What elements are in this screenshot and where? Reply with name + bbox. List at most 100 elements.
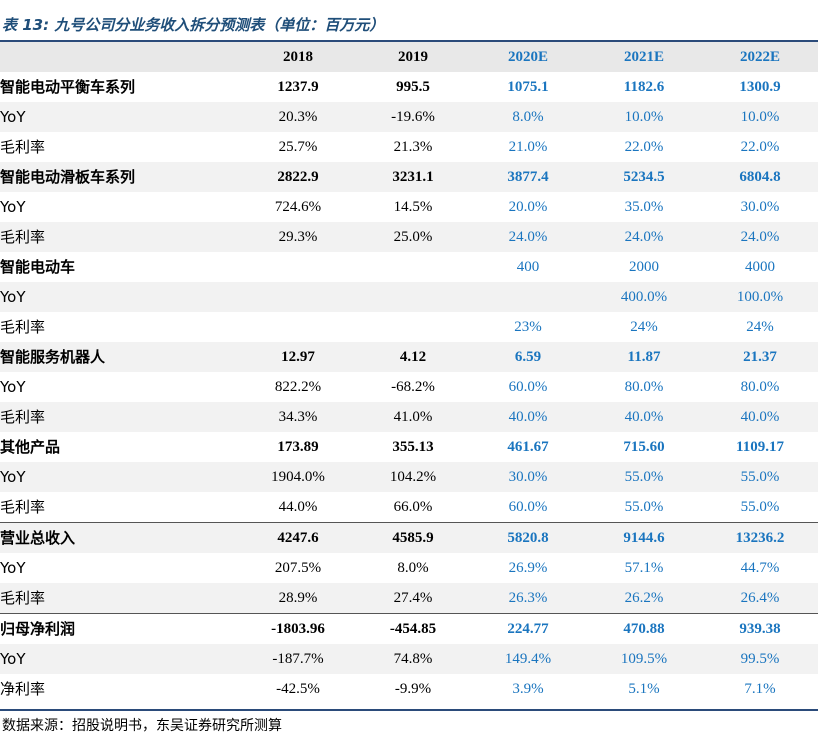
- cell-2019: 8.0%: [397, 560, 429, 576]
- cell-2022e: 24.0%: [702, 222, 818, 252]
- cell-2021e: 22.0%: [624, 139, 664, 155]
- row-label: YoY: [0, 282, 240, 312]
- cell-2019: 21.3%: [393, 139, 433, 155]
- cell-2021e: 40.0%: [586, 402, 702, 432]
- row-label: 智能服务机器人: [0, 342, 240, 372]
- table-row: YoY -187.7% 74.8% 149.4% 109.5% 99.5%: [0, 644, 818, 674]
- cell-2021e: 400.0%: [586, 282, 702, 312]
- cell-2021e: 26.2%: [586, 583, 702, 614]
- cell-2018: 12.97: [240, 342, 356, 372]
- cell-2019: -19.6%: [356, 102, 470, 132]
- cell-2018: 44.0%: [278, 499, 318, 515]
- source-note: 数据来源：招股说明书，东吴证券研究所测算: [2, 718, 282, 734]
- cell-2020e: 60.0%: [508, 379, 548, 395]
- row-label: 营业总收入: [0, 522, 240, 553]
- cell-2021e: 24%: [630, 319, 658, 335]
- cell-2020e: 30.0%: [470, 462, 586, 492]
- header-row: 2018 2019 2020E 2021E 2022E: [0, 42, 818, 72]
- cell-2022e: 26.4%: [702, 583, 818, 614]
- header-year-2020e: 2020E: [470, 42, 586, 72]
- cell-2021e: 2000: [629, 259, 659, 275]
- cell-2022e: 22.0%: [740, 139, 780, 155]
- cell-2021e: 715.60: [623, 439, 665, 455]
- cell-2018: 724.6%: [274, 199, 322, 215]
- cell-2018: 1237.9: [277, 79, 319, 95]
- cell-2022e: 1300.9: [739, 79, 781, 95]
- cell-2018: 25.7%: [278, 139, 318, 155]
- cell-2019: 41.0%: [356, 402, 470, 432]
- table-row: 归母净利润 -1803.96 -454.85 224.77 470.88 939…: [0, 613, 818, 644]
- cell-2021e: 55.0%: [586, 462, 702, 492]
- table-row: 净利率 -42.5% -9.9% 3.9% 5.1% 7.1%: [0, 674, 818, 704]
- table-row: YoY 207.5% 8.0% 26.9% 57.1% 44.7%: [0, 553, 818, 583]
- cell-2018: -187.7%: [240, 644, 356, 674]
- cell-2021e: 5.1%: [628, 681, 660, 697]
- cell-2019: 27.4%: [356, 583, 470, 614]
- cell-2019: 995.5: [396, 79, 430, 95]
- cell-2021e: 80.0%: [624, 379, 664, 395]
- cell-2019: 4585.9: [356, 522, 470, 553]
- cell-2019: [356, 282, 470, 312]
- header-label-cell: [0, 42, 240, 72]
- cell-2019: 66.0%: [393, 499, 433, 515]
- row-label: YoY: [0, 462, 240, 492]
- cell-2019: -9.9%: [394, 681, 432, 697]
- cell-2020e: 26.9%: [508, 560, 548, 576]
- bottom-rule: [0, 709, 818, 711]
- table-title: 表 13: 九号公司分业务收入拆分预测表（单位：百万元）: [2, 16, 385, 34]
- table-row: 毛利率 28.9% 27.4% 26.3% 26.2% 26.4%: [0, 583, 818, 614]
- table-row: 智能服务机器人 12.97 4.12 6.59 11.87 21.37: [0, 342, 818, 372]
- table-row: YoY 822.2% -68.2% 60.0% 80.0% 80.0%: [0, 372, 818, 402]
- cell-2022e: 13236.2: [702, 522, 818, 553]
- cell-2020e: 60.0%: [508, 499, 548, 515]
- header-year-2021e: 2021E: [586, 42, 702, 72]
- cell-2018: 1904.0%: [240, 462, 356, 492]
- cell-2021e: 10.0%: [586, 102, 702, 132]
- table-row: 毛利率 23% 24% 24%: [0, 312, 818, 342]
- row-label: 净利率: [0, 680, 46, 698]
- cell-2019: -454.85: [356, 613, 470, 644]
- row-label: 毛利率: [0, 402, 240, 432]
- table-row: 毛利率 25.7% 21.3% 21.0% 22.0% 22.0%: [0, 132, 818, 162]
- cell-2019: 355.13: [392, 439, 434, 455]
- cell-2022e: 40.0%: [702, 402, 818, 432]
- table-row: YoY 1904.0% 104.2% 30.0% 55.0% 55.0%: [0, 462, 818, 492]
- header-year-2018: 2018: [240, 42, 356, 72]
- table-row: 其他产品 173.89 355.13 461.67 715.60 1109.17: [0, 432, 818, 462]
- cell-2020e: 24.0%: [470, 222, 586, 252]
- cell-2020e: 1075.1: [507, 79, 549, 95]
- cell-2020e: 6.59: [470, 342, 586, 372]
- cell-2022e: 21.37: [702, 342, 818, 372]
- table-row: 智能电动平衡车系列 1237.9 995.5 1075.1 1182.6 130…: [0, 72, 818, 102]
- top-rule: [0, 40, 818, 42]
- cell-2022e: 100.0%: [702, 282, 818, 312]
- table-row: 毛利率 34.3% 41.0% 40.0% 40.0% 40.0%: [0, 402, 818, 432]
- row-label: 毛利率: [0, 318, 46, 336]
- cell-2022e: 10.0%: [702, 102, 818, 132]
- cell-2019: -68.2%: [391, 379, 435, 395]
- cell-2019: 4.12: [356, 342, 470, 372]
- cell-2018: 34.3%: [240, 402, 356, 432]
- cell-2019: 3231.1: [356, 162, 470, 192]
- cell-2018: 822.2%: [274, 379, 322, 395]
- cell-2018: 29.3%: [240, 222, 356, 252]
- cell-2019: 104.2%: [356, 462, 470, 492]
- cell-2018: 28.9%: [240, 583, 356, 614]
- cell-2020e: 461.67: [507, 439, 549, 455]
- row-label: 毛利率: [0, 583, 240, 614]
- cell-2018: 20.3%: [240, 102, 356, 132]
- table-row: 智能电动滑板车系列 2822.9 3231.1 3877.4 5234.5 68…: [0, 162, 818, 192]
- table-row: 毛利率 29.3% 25.0% 24.0% 24.0% 24.0%: [0, 222, 818, 252]
- cell-2022e: 55.0%: [740, 499, 780, 515]
- cell-2018: -42.5%: [276, 681, 320, 697]
- cell-2022e: 55.0%: [702, 462, 818, 492]
- row-label: YoY: [0, 198, 26, 216]
- cell-2021e: 9144.6: [586, 522, 702, 553]
- cell-2020e: 400: [516, 259, 540, 275]
- cell-2022e: 939.38: [702, 613, 818, 644]
- cell-2019: 14.5%: [393, 199, 433, 215]
- cell-2021e: 24.0%: [586, 222, 702, 252]
- cell-2020e: 3.9%: [512, 681, 544, 697]
- cell-2020e: 3877.4: [470, 162, 586, 192]
- cell-2021e: 109.5%: [586, 644, 702, 674]
